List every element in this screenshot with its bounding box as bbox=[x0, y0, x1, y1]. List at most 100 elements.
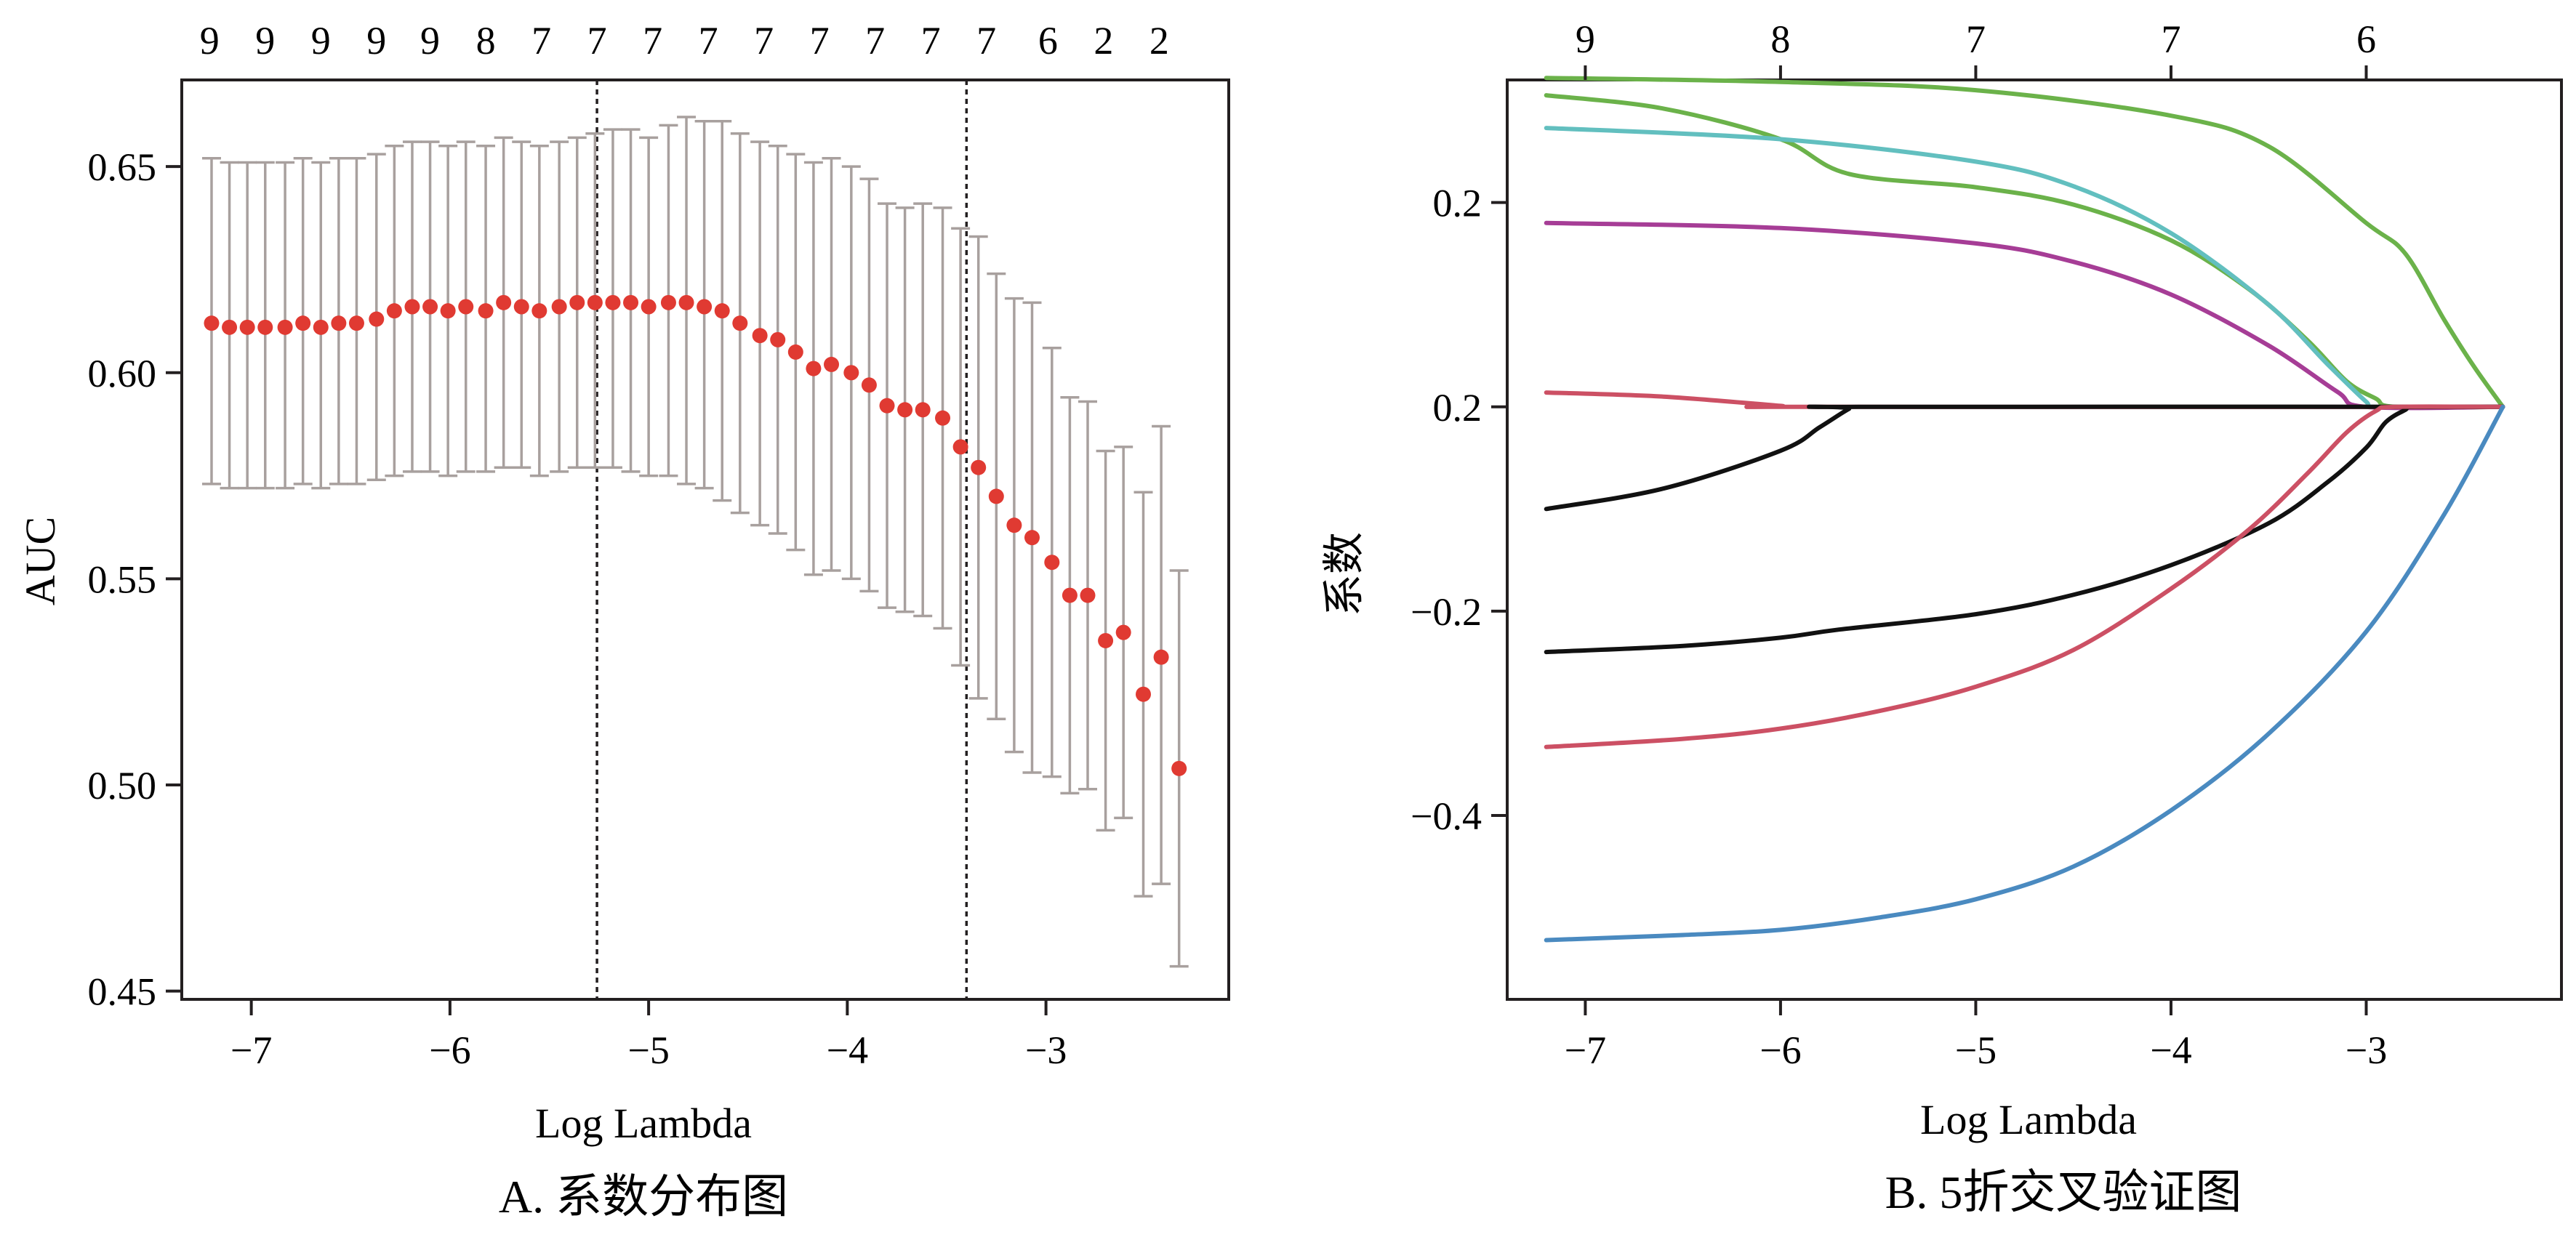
panel-a-auc-point bbox=[222, 319, 238, 335]
panel-a-auc-point bbox=[513, 299, 529, 315]
panel-b-path-cyan bbox=[1544, 126, 2505, 410]
panel-b-path-black-1 bbox=[1544, 404, 2505, 512]
panel-a-auc-points bbox=[204, 294, 1187, 776]
panel-a-top-count: 9 bbox=[200, 19, 220, 63]
panel-b-y-tick-label: −0.4 bbox=[1411, 794, 1482, 838]
panel-a-y-tick-label: 0.45 bbox=[88, 970, 157, 1014]
panel-a-auc-point bbox=[440, 303, 456, 319]
panel-a-auc-point bbox=[257, 319, 273, 335]
panel-b-x-tick-label: −3 bbox=[2346, 1028, 2387, 1072]
panel-a-auc-point bbox=[531, 303, 547, 319]
panel-a-auc-point bbox=[623, 294, 639, 310]
panel-b-coefficient-paths bbox=[1544, 76, 2505, 943]
panel-b-plot-frame bbox=[1506, 78, 2563, 1001]
panel-b-top-tick-label: 7 bbox=[2161, 17, 2180, 61]
panel-a-auc-point bbox=[843, 365, 859, 381]
panel-a-top-count: 7 bbox=[865, 19, 885, 63]
panel-a-y-ticks: 0.45 0.50 0.55 0.60 0.65 bbox=[88, 145, 182, 1014]
panel-b-top-tick-label: 8 bbox=[1770, 17, 1790, 61]
panel-a-auc-point bbox=[988, 488, 1004, 504]
panel-a-x-tick-label: −4 bbox=[827, 1028, 868, 1072]
panel-a-auc-point bbox=[605, 294, 621, 310]
panel-a-y-tick-label: 0.55 bbox=[88, 557, 157, 601]
panel-b-x-ticks: −7 −6 −5 −4 −3 bbox=[1565, 999, 2387, 1072]
panel-a-top-count: 7 bbox=[921, 19, 941, 63]
panel-a-caption: A. 系数分布图 bbox=[499, 1171, 788, 1222]
panel-a-auc-point bbox=[1024, 530, 1040, 546]
panel-b-path-red-bottom bbox=[1544, 404, 2505, 749]
panel-a-auc-point bbox=[697, 299, 713, 315]
panel-b-top-tick-label: 6 bbox=[2356, 17, 2376, 61]
panel-b-x-tick-label: −7 bbox=[1565, 1028, 1606, 1072]
panel-a-y-tick-label: 0.65 bbox=[88, 145, 157, 189]
panel-b-x-tick-label: −5 bbox=[1955, 1028, 1997, 1072]
panel-b-y-tick-label: 0.2 bbox=[1433, 182, 1482, 225]
panel-a-top-count: 7 bbox=[587, 19, 607, 63]
panel-a-auc-point bbox=[879, 398, 895, 414]
panel-a-auc-point bbox=[239, 319, 255, 335]
panel-a-x-tick-label: −6 bbox=[429, 1028, 470, 1072]
panel-a-auc-point bbox=[732, 315, 748, 331]
panel-a-y-tick-label: 0.50 bbox=[88, 764, 157, 807]
panel-a-auc-point bbox=[770, 331, 786, 347]
panel-a-auc-point bbox=[478, 303, 494, 319]
panel-a-top-count: 9 bbox=[366, 19, 386, 63]
panel-a-auc-point bbox=[458, 299, 474, 315]
panel-a-top-count: 6 bbox=[1038, 19, 1058, 63]
panel-a-x-tick-label: −5 bbox=[627, 1028, 669, 1072]
panel-b-coefficient-chart: −7 −6 −5 −4 −3 −0.4 −0.2 0.2 0.2 9 8 7 7 6 Log Lamb… bbox=[1320, 17, 2563, 1218]
panel-a-auc-point bbox=[404, 299, 420, 315]
panel-a-x-ticks: −7 −6 −5 −4 −3 bbox=[230, 999, 1067, 1072]
panel-a-auc-point bbox=[587, 294, 603, 310]
panel-a-auc-point bbox=[971, 459, 987, 475]
panel-a-auc-point bbox=[313, 319, 329, 335]
panel-a-auc-point bbox=[1115, 624, 1131, 640]
panel-a-top-count: 9 bbox=[420, 19, 440, 63]
panel-a-auc-point bbox=[277, 319, 293, 335]
panel-a-top-count: 7 bbox=[531, 19, 551, 63]
panel-a-auc-point bbox=[915, 402, 931, 418]
panel-b-y-tick-label: 0.2 bbox=[1433, 386, 1482, 430]
panel-a-auc-point bbox=[1044, 555, 1060, 571]
panel-a-top-count: 8 bbox=[476, 19, 496, 63]
panel-a-auc-point bbox=[1136, 686, 1152, 702]
panel-a-auc-point bbox=[861, 377, 877, 393]
panel-a-auc-point bbox=[714, 303, 730, 319]
panel-a-top-count: 9 bbox=[255, 19, 275, 63]
panel-a-auc-point bbox=[1171, 760, 1187, 776]
panel-a-auc-point bbox=[952, 439, 968, 455]
panel-a-auc-point bbox=[422, 299, 438, 315]
panel-b-y-axis-label: 系数 bbox=[1320, 532, 1368, 616]
panel-a-top-count: 7 bbox=[976, 19, 996, 63]
panel-a-plot-frame bbox=[180, 78, 1230, 1001]
panel-a-top-count: 7 bbox=[643, 19, 662, 63]
panel-a-auc-point bbox=[348, 315, 364, 331]
panel-a-auc-point bbox=[386, 303, 402, 319]
panel-b-top-tick-label: 7 bbox=[1966, 17, 1986, 61]
panel-b-y-tick-label: −0.2 bbox=[1411, 590, 1482, 634]
panel-b-path-green-2 bbox=[1544, 93, 2505, 410]
panel-a-auc-point bbox=[1098, 632, 1114, 648]
panel-a-auc-point bbox=[551, 299, 567, 315]
panel-a-auc-point bbox=[678, 294, 694, 310]
panel-b-caption: B. 5折交叉验证图 bbox=[1885, 1167, 2242, 1218]
panel-a-auc-point bbox=[752, 328, 768, 344]
panel-b-x-tick-label: −4 bbox=[2150, 1028, 2191, 1072]
panel-a-auc-point bbox=[569, 294, 585, 310]
panel-a-x-tick-label: −7 bbox=[230, 1028, 272, 1072]
panel-a-top-count: 7 bbox=[754, 19, 774, 63]
panel-a-x-tick-label: −3 bbox=[1025, 1028, 1067, 1072]
panel-a-auc-point bbox=[369, 311, 385, 327]
panel-a-top-count: 9 bbox=[311, 19, 331, 63]
panel-a-auc-point bbox=[787, 344, 803, 360]
panel-b-path-green-1 bbox=[1544, 76, 2505, 409]
panel-b-path-blue bbox=[1544, 404, 2505, 943]
panel-a-auc-point bbox=[806, 360, 822, 376]
panel-a-auc-point bbox=[295, 315, 311, 331]
panel-a-auc-point bbox=[204, 315, 220, 331]
panel-a-auc-point bbox=[1153, 649, 1169, 665]
panel-a-top-count: 7 bbox=[810, 19, 830, 63]
